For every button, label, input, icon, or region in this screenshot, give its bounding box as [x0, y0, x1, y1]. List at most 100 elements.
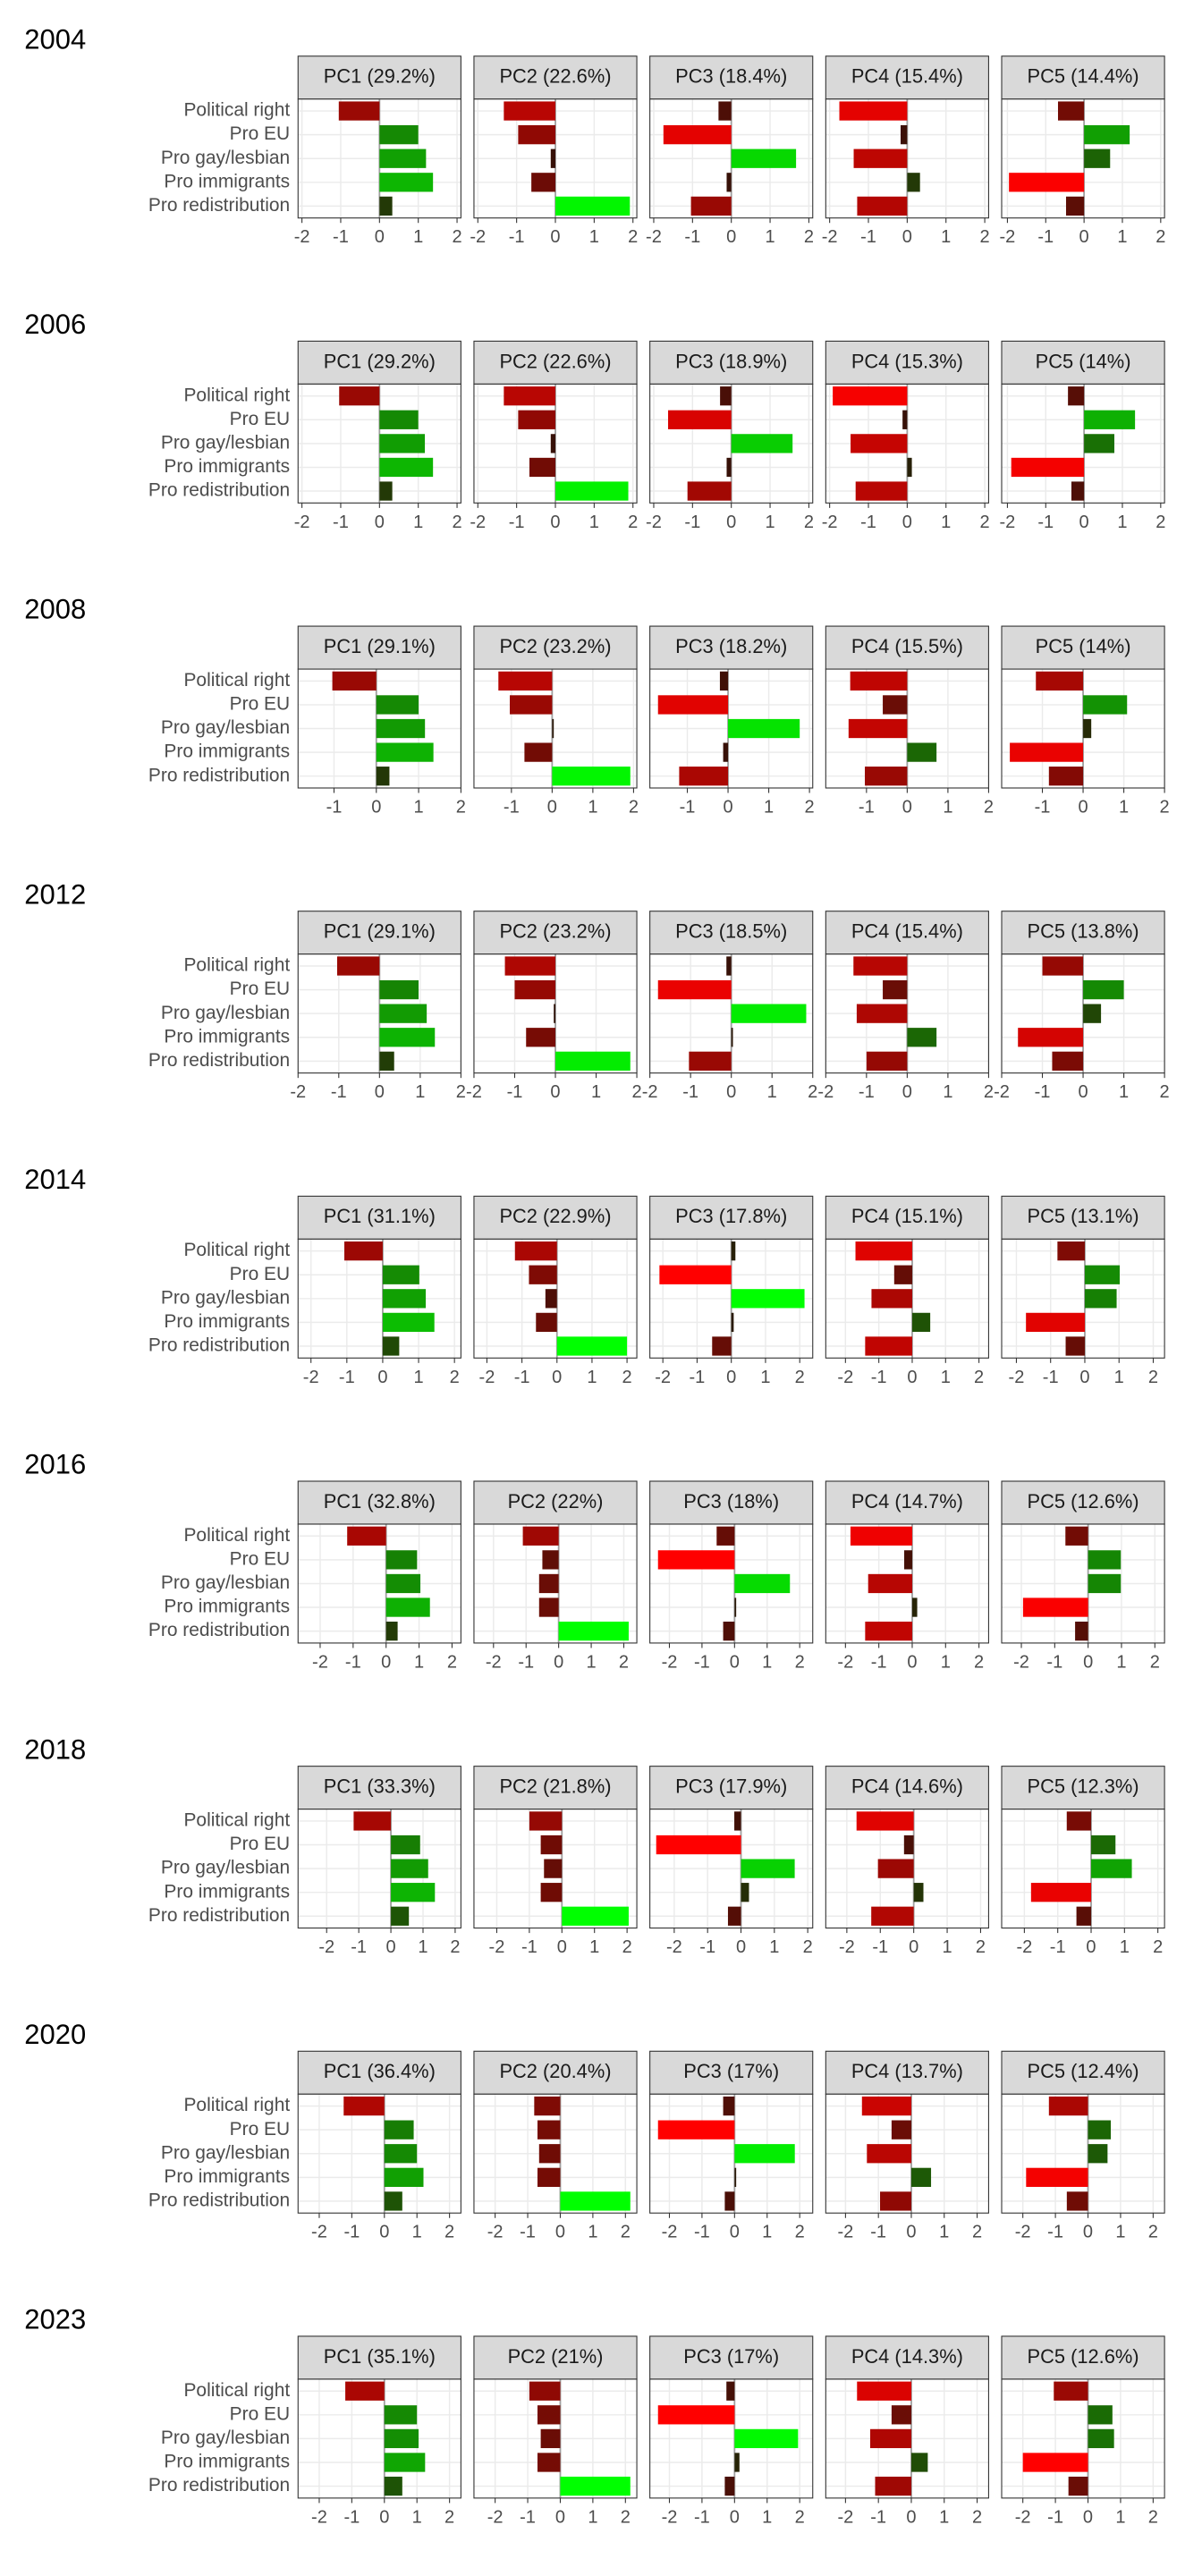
x-tick-label: -1: [333, 513, 349, 532]
strip: [473, 2335, 638, 2380]
category-label: Political right: [183, 1240, 290, 1260]
bar: [869, 2428, 911, 2449]
strip: [473, 2050, 638, 2095]
bar: [1048, 2096, 1088, 2116]
x-tick-label: 0: [730, 2507, 740, 2527]
x-tick-label: -1: [504, 797, 520, 817]
x-tick-label: -2: [646, 513, 662, 532]
panel-border: [1001, 1238, 1165, 1359]
x-tick-label: -1: [680, 797, 696, 817]
strip: [825, 911, 989, 955]
x-tick-label: 1: [941, 1652, 951, 1672]
panel-border: [473, 98, 638, 219]
panel-border: [1001, 383, 1165, 504]
bar: [731, 1004, 807, 1023]
facet-title: PC3 (18.9%): [675, 350, 787, 372]
bar: [656, 1835, 741, 1855]
bar: [558, 1621, 629, 1641]
bar: [1052, 1051, 1084, 1071]
bar: [1022, 1597, 1088, 1617]
bar: [555, 1051, 631, 1071]
x-tick-label: -1: [1047, 2507, 1063, 2527]
facet-title: PC3 (17%): [683, 2345, 779, 2368]
bar: [911, 1597, 918, 1617]
x-tick-label: 0: [726, 227, 736, 247]
x-tick-label: 2: [795, 2507, 805, 2527]
strip: [297, 1480, 461, 1525]
facet-title: PC2 (21%): [508, 2345, 604, 2368]
x-tick-label: 0: [379, 2223, 389, 2242]
x-tick-label: 2: [456, 797, 466, 817]
x-tick-label: 2: [447, 1652, 457, 1672]
x-tick-label: -1: [509, 227, 525, 247]
bar: [1026, 2167, 1088, 2187]
bar: [657, 1550, 735, 1570]
x-tick-label: -2: [311, 2507, 327, 2527]
x-tick-label: -1: [331, 1082, 347, 1102]
bar: [385, 1573, 421, 1594]
strip: [297, 2050, 461, 2095]
category-label: Pro gay/lesbian: [161, 2142, 290, 2163]
category-label: Pro EU: [230, 2403, 290, 2424]
year-title: 2023: [24, 2303, 86, 2334]
bar: [379, 148, 427, 168]
facet-title: PC2 (21.8%): [499, 1775, 611, 1797]
bar: [1057, 1241, 1085, 1261]
category-label: Political right: [183, 385, 290, 405]
year-title: 2014: [24, 1164, 86, 1195]
bar: [659, 1265, 732, 1284]
panel-border: [825, 1809, 989, 1929]
x-tick-label: 1: [413, 227, 423, 247]
facet-title: PC3 (17.8%): [675, 1205, 787, 1227]
bar: [391, 1859, 428, 1878]
x-tick-label: -2: [1016, 1937, 1032, 1957]
x-tick-label: 0: [379, 2507, 389, 2527]
x-tick-label: 1: [414, 1652, 424, 1672]
strip: [825, 2050, 989, 2095]
bar: [731, 434, 793, 453]
bar: [1042, 956, 1084, 976]
x-tick-label: 2: [1148, 2507, 1158, 2527]
x-tick-label: 1: [587, 1368, 597, 1387]
bar: [848, 718, 908, 739]
x-tick-label: 0: [906, 2223, 916, 2242]
facet-title: PC1 (31.1%): [324, 1205, 436, 1227]
x-tick-label: 2: [1160, 797, 1170, 817]
bar: [734, 2453, 740, 2472]
bar: [1088, 2120, 1112, 2140]
bar: [901, 125, 908, 145]
x-tick-label: 0: [726, 1082, 736, 1102]
bar: [893, 1265, 912, 1284]
x-tick-label: -1: [1050, 1937, 1066, 1957]
x-tick-label: -2: [294, 513, 310, 532]
bar: [850, 1526, 912, 1546]
facet-title: PC2 (22%): [508, 1490, 604, 1513]
facet-title: PC1 (29.2%): [324, 64, 436, 87]
bar: [391, 1906, 410, 1926]
bar: [379, 196, 393, 216]
x-tick-label: 0: [550, 227, 560, 247]
x-tick-label: -1: [1037, 513, 1054, 532]
x-tick-label: 0: [902, 227, 912, 247]
x-tick-label: 1: [588, 2507, 597, 2527]
bar: [689, 1051, 732, 1071]
bar: [338, 101, 380, 121]
x-tick-label: 2: [1153, 1937, 1163, 1957]
x-tick-label: 2: [1155, 513, 1165, 532]
x-tick-label: 1: [414, 797, 424, 817]
x-tick-label: -1: [343, 2223, 360, 2242]
facet-title: PC4 (15.4%): [851, 64, 963, 87]
x-tick-label: -2: [662, 2223, 678, 2242]
bar: [504, 101, 556, 121]
bar: [552, 718, 554, 739]
x-tick-label: 0: [1078, 1082, 1088, 1102]
strip: [1001, 625, 1165, 670]
x-tick-label: 2: [803, 1937, 813, 1957]
year-title: 2016: [24, 1448, 86, 1479]
bar: [518, 410, 556, 429]
bar: [1088, 2144, 1108, 2164]
bar: [734, 2428, 799, 2449]
x-tick-label: 1: [1119, 797, 1129, 817]
x-tick-label: 1: [1115, 2507, 1125, 2527]
facet-title: PC3 (17%): [683, 2060, 779, 2082]
